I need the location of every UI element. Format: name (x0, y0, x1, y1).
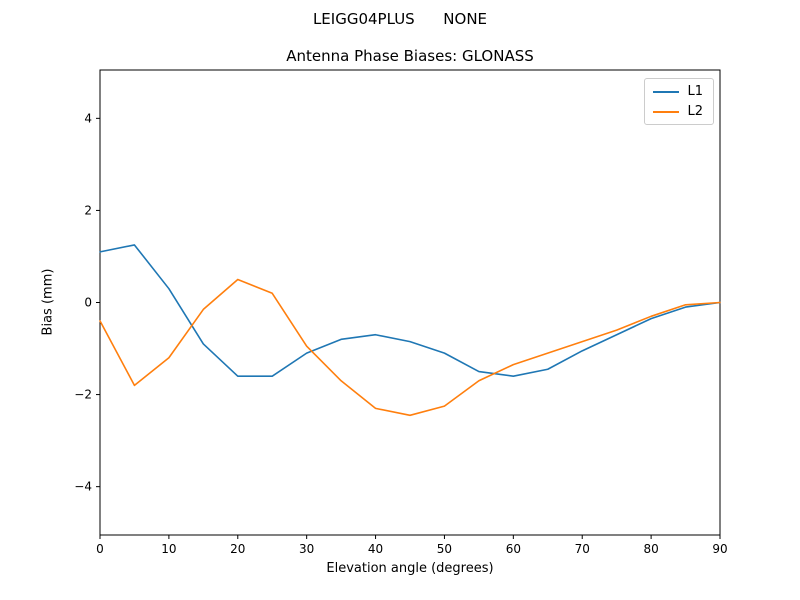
x-tick-label: 50 (437, 542, 452, 556)
y-tick-label: 0 (84, 296, 92, 310)
chart-title: Antenna Phase Biases: GLONASS (286, 47, 534, 65)
legend: L1 L2 (644, 78, 714, 125)
x-axis-label: Elevation angle (degrees) (326, 561, 494, 576)
legend-line-swatch-l1 (653, 90, 680, 93)
legend-entry-l2: L2 (653, 105, 703, 118)
x-tick-label: 70 (575, 542, 590, 556)
y-tick-label: −4 (74, 480, 92, 494)
y-tick-label: 4 (84, 111, 92, 125)
x-tick-label: 80 (643, 542, 658, 556)
x-tick-label: 0 (96, 542, 104, 556)
series-line-l2 (99, 278, 721, 417)
figure-suptitle: LEIGG04PLUS NONE (312, 10, 488, 28)
y-tick-label: −2 (74, 388, 92, 402)
x-tick-label: 60 (506, 542, 521, 556)
legend-entry-l1: L1 (653, 85, 703, 98)
y-tick-label: 2 (84, 203, 92, 217)
legend-label-l1: L1 (687, 84, 703, 99)
x-tick-label: 90 (712, 542, 727, 556)
x-tick-label: 30 (299, 542, 314, 556)
legend-line-swatch-l2 (653, 110, 680, 113)
axes-frame (99, 69, 721, 536)
legend-label-l2: L2 (687, 104, 703, 119)
x-tick-label: 40 (368, 542, 383, 556)
x-tick-label: 20 (230, 542, 245, 556)
series-line-l1 (99, 244, 721, 377)
x-tick-label: 10 (161, 542, 176, 556)
